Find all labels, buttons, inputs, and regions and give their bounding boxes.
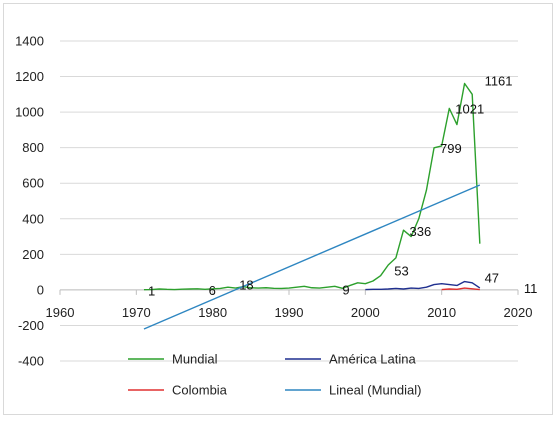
data-label: 47 xyxy=(485,271,499,286)
data-label: 1161 xyxy=(485,73,513,88)
y-tick-label: 200 xyxy=(22,247,44,262)
gridlines xyxy=(60,40,518,362)
series-line-colombia xyxy=(441,287,480,291)
series-line-mundial xyxy=(143,82,481,291)
legend-label: Mundial xyxy=(172,352,218,367)
data-label: 1 xyxy=(148,284,155,299)
legend-label: Colombia xyxy=(172,383,228,398)
data-label: 1021 xyxy=(455,101,484,116)
data-label: 53 xyxy=(394,263,408,278)
y-tick-label: 1000 xyxy=(15,105,44,120)
data-label: 6 xyxy=(209,283,216,298)
y-tick-label: -200 xyxy=(18,318,44,333)
y-tick-label: 0 xyxy=(37,282,44,297)
series-line-am-rica-latina xyxy=(365,280,481,291)
y-tick-label: -400 xyxy=(18,354,44,369)
x-axis-ticks: 1960 1970 1980 1990 2000 2010 2020 xyxy=(46,289,533,320)
data-label: 799 xyxy=(440,141,462,156)
data-label: 9 xyxy=(342,282,349,297)
legend: Mundial América Latina Colombia Lineal (Mun… xyxy=(128,352,422,398)
series-line-lineal-mundial xyxy=(143,184,481,330)
y-tick-label: 1400 xyxy=(15,34,44,49)
legend-label: Lineal (Mundial) xyxy=(329,383,422,398)
legend-label: América Latina xyxy=(329,352,416,367)
x-tick-label: 1980 xyxy=(198,305,227,320)
x-tick-label: 2010 xyxy=(427,305,456,320)
data-label: 18 xyxy=(239,278,253,293)
x-tick-label: 2020 xyxy=(504,305,533,320)
y-tick-label: 400 xyxy=(22,211,44,226)
y-tick-label: 1200 xyxy=(15,69,44,84)
y-tick-label: 600 xyxy=(22,176,44,191)
data-label: 11 xyxy=(524,281,538,296)
x-tick-label: 1970 xyxy=(122,305,151,320)
data-label: 336 xyxy=(410,224,432,239)
x-tick-label: 1960 xyxy=(46,305,75,320)
chart-frame xyxy=(3,3,553,415)
x-tick-label: 1990 xyxy=(275,305,304,320)
y-axis-ticks: -400 -200 0 200 400 600 800 1000 1200 1400 xyxy=(15,34,44,369)
x-tick-label: 2000 xyxy=(351,305,380,320)
y-tick-label: 800 xyxy=(22,140,44,155)
series-lines xyxy=(143,82,481,330)
